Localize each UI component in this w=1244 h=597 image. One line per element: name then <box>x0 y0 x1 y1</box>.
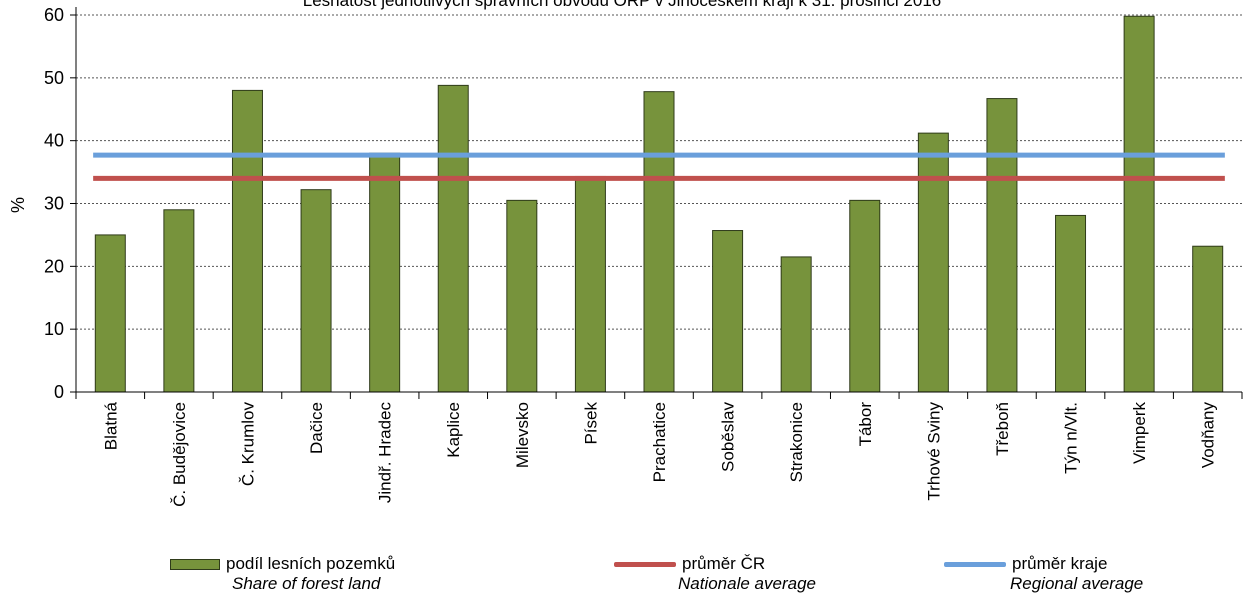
bar <box>506 199 538 393</box>
legend-regional-label-en: Regional average <box>1010 574 1144 593</box>
y-tick-label: 20 <box>44 256 64 276</box>
y-tick-labels: 0 10 20 30 40 50 60 <box>44 5 64 402</box>
bar <box>712 230 744 393</box>
bar <box>574 175 606 393</box>
legend-regional: průměr kraje Regional average <box>944 554 1143 594</box>
legend-national-label-en: Nationale average <box>678 574 816 593</box>
x-tick-label: Kaplice <box>444 402 463 458</box>
x-tick-label: Blatná <box>101 401 120 450</box>
y-tick-label: 40 <box>44 131 64 151</box>
bar <box>437 84 469 393</box>
x-tick-label: Soběslav <box>719 402 738 472</box>
x-tick-label: Č. Krumlov <box>238 402 257 487</box>
legend-national-swatch <box>614 561 676 567</box>
x-tick-label: Jindř. Hradec <box>376 402 395 504</box>
bar <box>1055 214 1087 393</box>
bar <box>643 91 675 393</box>
bars <box>94 15 1224 393</box>
x-tick-label: Vimperk <box>1130 402 1149 465</box>
x-tick-label: Milevsko <box>513 402 532 468</box>
y-tick-label: 10 <box>44 319 64 339</box>
x-tick-label: Písek <box>581 402 600 445</box>
x-tick-label: Dačice <box>307 402 326 454</box>
x-tick-label: Trhové Sviny <box>924 402 943 501</box>
legend-bar-swatch <box>170 558 220 570</box>
legend-bar: podíl lesních pozemků Share of forest la… <box>170 554 395 594</box>
x-tick-label: Třeboň <box>993 402 1012 456</box>
bar <box>300 189 332 393</box>
bar <box>849 199 881 393</box>
legend-bar-label: podíl lesních pozemků <box>226 554 396 573</box>
x-tick-label: Strakonice <box>787 402 806 482</box>
legend-national: průměr ČR Nationale average <box>614 554 816 594</box>
bar <box>94 234 126 393</box>
x-tick-label: Č. Budějovice <box>170 402 189 507</box>
y-tick-label: 50 <box>44 68 64 88</box>
y-tick-label: 0 <box>54 382 64 402</box>
bar <box>231 89 263 393</box>
legend-national-label: průměr ČR <box>682 554 766 573</box>
x-tick-label: Týn n/Vlt. <box>1062 402 1081 474</box>
x-tick-label: Vodňany <box>1199 402 1218 469</box>
y-axis-label: % <box>8 197 28 213</box>
y-tick-label: 30 <box>44 194 64 214</box>
bar <box>986 98 1018 393</box>
y-tick-label: 60 <box>44 5 64 25</box>
axes <box>70 7 1243 399</box>
average-lines <box>93 152 1225 181</box>
x-tick-label: Tábor <box>856 402 875 447</box>
bar <box>163 209 195 393</box>
legend-bar-label-en: Share of forest land <box>232 574 381 593</box>
chart-title: Lesnatost jednotlivých správních obvodů … <box>303 0 941 10</box>
bar <box>1192 245 1224 393</box>
bar <box>917 132 949 393</box>
x-tick-label: Prachatice <box>650 402 669 482</box>
legend-regional-label: průměr kraje <box>1012 554 1108 573</box>
bar <box>369 152 401 393</box>
x-tick-labels: Blatná Č. Budějovice Č. Krumlov Dačice Jindř… <box>101 401 1217 506</box>
legend-regional-swatch <box>944 561 1006 567</box>
bar <box>1123 15 1155 393</box>
bar <box>780 256 812 393</box>
